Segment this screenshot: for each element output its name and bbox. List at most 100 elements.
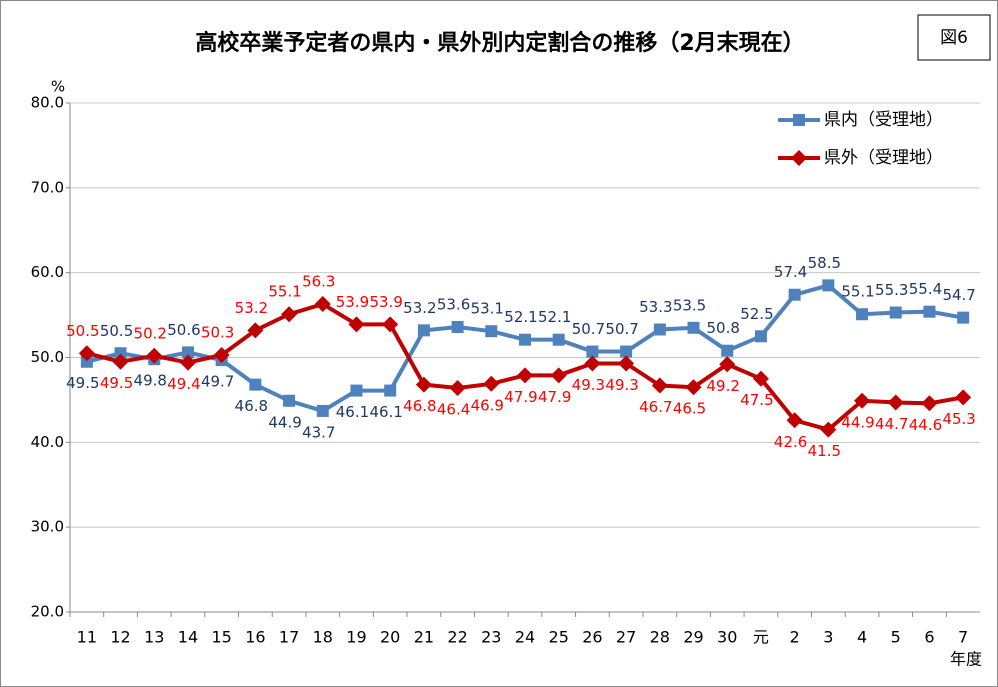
x-tick-label: 28 (650, 628, 670, 647)
x-tick-label: 5 (891, 628, 901, 647)
data-label: 50.5 (66, 322, 99, 340)
marker (114, 347, 127, 360)
marker (889, 306, 902, 319)
x-tick-label: 4 (857, 628, 867, 647)
marker (281, 306, 298, 323)
legend-marker (791, 150, 807, 166)
marker (316, 404, 329, 417)
data-label: 46.7 (639, 398, 672, 416)
marker (957, 311, 970, 324)
data-label: 47.5 (740, 391, 773, 409)
marker (653, 323, 666, 336)
data-label: 53.3 (639, 298, 672, 316)
data-label: 53.5 (673, 296, 706, 314)
data-label: 53.1 (471, 300, 504, 318)
data-label: 50.6 (167, 321, 200, 339)
data-label: 58.5 (808, 254, 841, 272)
marker (719, 356, 736, 373)
marker (517, 367, 533, 384)
chart-title: 高校卒業予定者の県内・県外別内定割合の推移（2月末現在） (195, 30, 804, 56)
marker (923, 305, 936, 318)
x-tick-label: 21 (414, 628, 434, 647)
legend-label: 県外（受理地） (824, 148, 943, 168)
data-label: 46.1 (369, 403, 402, 421)
data-label: 44.7 (875, 415, 908, 433)
data-label: 53.2 (235, 299, 268, 317)
marker (552, 333, 565, 346)
x-tick-label: 22 (447, 628, 467, 647)
marker (348, 316, 365, 333)
marker (651, 377, 668, 394)
data-label: 44.9 (841, 413, 874, 431)
data-label: 50.7 (605, 320, 638, 338)
data-label: 53.9 (336, 293, 369, 311)
marker (752, 370, 769, 387)
data-label: 46.4 (437, 401, 470, 419)
x-tick-label: 3 (823, 628, 833, 647)
data-label: 49.2 (707, 377, 740, 395)
marker (687, 321, 700, 334)
data-label: 41.5 (808, 442, 841, 460)
y-tick-label: 70.0 (31, 178, 64, 196)
data-label: 57.4 (774, 263, 807, 281)
marker (788, 288, 801, 301)
legend-marker (793, 114, 805, 126)
data-label: 50.2 (134, 324, 167, 342)
marker (483, 375, 500, 392)
marker (586, 345, 599, 358)
y-tick-label: 20.0 (31, 603, 64, 621)
marker (78, 345, 95, 362)
data-label: 56.3 (302, 273, 335, 291)
x-tick-label: 11 (77, 628, 97, 647)
marker (721, 344, 734, 357)
marker (685, 379, 702, 396)
data-label: 46.8 (235, 397, 268, 415)
marker (550, 367, 567, 384)
data-label: 46.9 (471, 396, 504, 414)
x-tick-label: 2 (790, 628, 800, 647)
x-axis-label: 年度 (950, 650, 982, 669)
x-tick-label: 14 (178, 628, 198, 647)
marker (620, 345, 633, 358)
marker (146, 347, 163, 364)
y-tick-label: 60.0 (31, 263, 64, 281)
x-tick-label: 13 (144, 628, 164, 647)
data-label: 49.7 (201, 373, 234, 391)
marker (179, 354, 196, 371)
marker (384, 384, 397, 397)
marker (247, 322, 264, 339)
data-label: 50.3 (201, 323, 234, 341)
marker (820, 421, 837, 438)
x-tick-label: 17 (279, 628, 299, 647)
data-label: 50.8 (707, 319, 740, 337)
x-tick-label: 12 (110, 628, 130, 647)
data-label: 54.7 (942, 286, 975, 304)
data-label: 55.1 (268, 283, 301, 301)
data-label: 49.8 (134, 372, 167, 390)
marker (451, 320, 464, 333)
y-unit: % (51, 78, 65, 96)
marker (417, 324, 430, 337)
marker (921, 395, 938, 412)
data-label: 50.7 (572, 320, 605, 338)
data-label: 53.6 (437, 295, 470, 313)
x-tick-label: 6 (924, 628, 934, 647)
x-tick-label: 元 (753, 628, 769, 647)
data-label: 52.1 (538, 308, 571, 326)
marker (80, 355, 93, 368)
marker (449, 380, 466, 397)
data-label: 47.9 (538, 388, 571, 406)
x-tick-label: 15 (211, 628, 231, 647)
x-tick-label: 7 (958, 628, 968, 647)
marker (382, 316, 399, 333)
x-tick-label: 18 (313, 628, 333, 647)
x-tick-label: 30 (717, 628, 737, 647)
marker (213, 346, 230, 363)
marker (181, 346, 194, 359)
figure-label-box (917, 14, 991, 61)
marker (112, 353, 129, 370)
y-tick-label: 30.0 (31, 518, 64, 536)
data-label: 50.5 (100, 322, 133, 340)
x-tick-label: 29 (683, 628, 703, 647)
